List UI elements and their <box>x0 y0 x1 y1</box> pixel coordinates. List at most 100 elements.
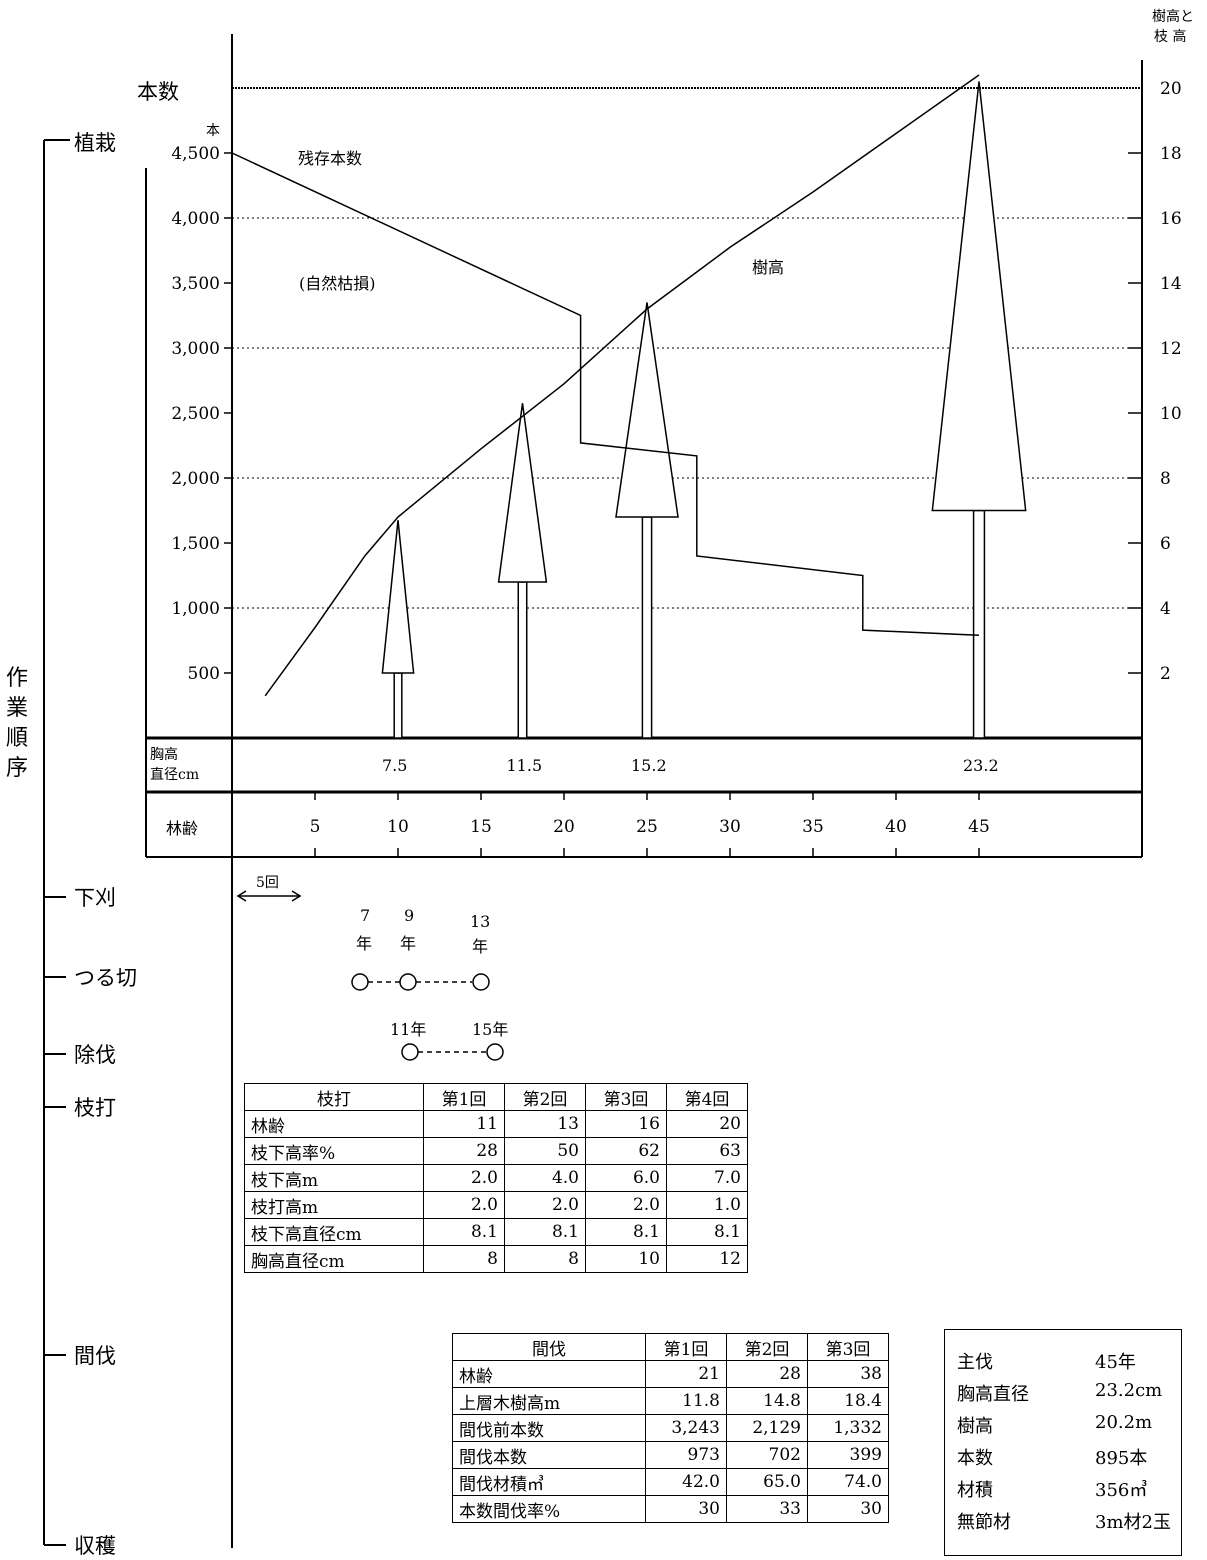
thinning-header: 第1回 <box>645 1333 727 1361</box>
harvest-value: 356㎥ <box>1095 1480 1148 1501</box>
cell: 63 <box>666 1137 748 1165</box>
harvest-value: 3m材2玉 <box>1095 1512 1171 1533</box>
left-tick-label: 3,000 <box>171 339 220 359</box>
vine-cut-year-num: 7 <box>360 906 371 925</box>
harvest-key: 樹高 <box>957 1416 993 1437</box>
left-tick-label: 3,500 <box>171 274 220 294</box>
cell: 65.0 <box>726 1468 808 1496</box>
cell: 1,332 <box>807 1414 889 1442</box>
harvest-value: 45年 <box>1095 1352 1136 1373</box>
dbh-value: 7.5 <box>382 756 408 775</box>
x-tick-label: 30 <box>719 817 741 837</box>
cell: 8.1 <box>585 1218 667 1246</box>
side-bracket <box>43 139 70 1546</box>
right-tick-label: 14 <box>1160 274 1182 294</box>
thinning-header: 間伐 <box>452 1333 646 1361</box>
age-row-label: 林齢 <box>166 819 199 838</box>
cell: 38 <box>807 1360 889 1388</box>
series-label-tree-height: 樹高 <box>752 258 785 277</box>
pruning-header: 第3回 <box>585 1083 667 1111</box>
cell: 13 <box>504 1110 586 1138</box>
pruning-header: 枝打 <box>244 1083 424 1111</box>
dbh-value: 23.2 <box>963 756 999 775</box>
gridlines <box>232 217 1142 609</box>
row-label: 枝下高率% <box>244 1137 424 1165</box>
thinning-header: 第2回 <box>726 1333 808 1361</box>
x-tick-label: 35 <box>802 817 824 837</box>
vine-cut-year-unit: 年 <box>356 934 373 953</box>
cleaning-year: 15年 <box>472 1020 509 1039</box>
left-tick-label: 1,500 <box>171 534 220 554</box>
harvest-value: 895本 <box>1095 1448 1148 1469</box>
tree-figures <box>381 81 1027 739</box>
vine-cut-year-num: 9 <box>404 906 415 925</box>
tree-trunk <box>517 581 528 739</box>
row-label: 枝下高m <box>244 1164 424 1192</box>
cell: 3,243 <box>645 1414 727 1442</box>
right-tick-label: 18 <box>1160 144 1182 164</box>
pruning-header: 第4回 <box>666 1083 748 1111</box>
x-tick-label: 10 <box>387 817 409 837</box>
cell: 62 <box>585 1137 667 1165</box>
cell: 8 <box>504 1245 586 1273</box>
vine-cut-circle <box>472 973 490 991</box>
cell: 2.0 <box>585 1191 667 1219</box>
table-row: 間伐材積㎥ 42.0 65.0 74.0 <box>452 1468 889 1496</box>
harvest-key: 材積 <box>957 1480 993 1501</box>
row-label: 上層木樹高m <box>452 1387 646 1415</box>
vine-cut-year-unit: 年 <box>472 937 489 956</box>
cell: 1.0 <box>666 1191 748 1219</box>
step-vine-cutting: つる切 <box>74 966 137 990</box>
table-row: 林齢 11 13 16 20 <box>244 1110 748 1138</box>
cell: 18.4 <box>807 1387 889 1415</box>
table-row: 枝下高m 2.0 4.0 6.0 7.0 <box>244 1164 748 1192</box>
cell: 2.0 <box>423 1164 505 1192</box>
cleaning-circle <box>401 1043 419 1061</box>
table-row: 上層木樹高m 11.8 14.8 18.4 <box>452 1387 889 1415</box>
cleaning-circle <box>486 1043 504 1061</box>
right-axis-title-line1: 樹高と <box>1152 9 1194 25</box>
weeding-arrow <box>236 890 302 902</box>
x-axis-ticks: 5 10 15 20 25 30 35 40 45 <box>310 792 990 857</box>
cleaning-marks <box>401 1043 504 1061</box>
right-axis-title-line2: 枝 高 <box>1154 29 1187 45</box>
vine-cut-year-num: 13 <box>470 912 491 931</box>
table-row: 本数間伐率% 30 33 30 <box>452 1495 889 1523</box>
cell: 16 <box>585 1110 667 1138</box>
thinning-header: 第3回 <box>807 1333 889 1361</box>
right-tick-label: 6 <box>1160 534 1171 554</box>
cell: 42.0 <box>645 1468 727 1496</box>
tree-height-line <box>264 74 980 697</box>
remaining-trees-line <box>231 152 980 637</box>
cell: 74.0 <box>807 1468 889 1496</box>
row-label: 林齢 <box>452 1360 646 1388</box>
row-label: 林齢 <box>244 1110 424 1138</box>
left-tick-label: 4,000 <box>171 209 220 229</box>
step-pruning: 枝打 <box>74 1096 116 1120</box>
cell: 14.8 <box>726 1387 808 1415</box>
cell: 20 <box>666 1110 748 1138</box>
row-label: 枝打高m <box>244 1191 424 1219</box>
row-label: 胸高直径cm <box>244 1245 424 1273</box>
right-tick-label: 20 <box>1160 79 1182 99</box>
thinning-table-header: 間伐 第1回 第2回 第3回 <box>452 1333 889 1361</box>
dbh-value: 15.2 <box>631 756 667 775</box>
harvest-value: 23.2cm <box>1095 1380 1163 1401</box>
work-order-title: 作 業 順 序 <box>5 666 28 781</box>
left-axis-ticks: 500 1,000 1,500 2,000 2,500 3,000 3,500 4,000 4,… <box>171 144 232 684</box>
right-tick-label: 8 <box>1160 469 1171 489</box>
tree-crown <box>615 302 679 518</box>
table-row: 胸高直径cm 8 8 10 12 <box>244 1245 748 1273</box>
weeding-count: 5回 <box>256 875 279 891</box>
step-cleaning: 除伐 <box>74 1043 116 1067</box>
table-row: 間伐本数 973 702 399 <box>452 1441 889 1469</box>
table-row: 間伐前本数 3,243 2,129 1,332 <box>452 1414 889 1442</box>
left-axis-unit: 本 <box>206 123 220 139</box>
right-tick-label: 2 <box>1160 664 1171 684</box>
x-tick-label: 40 <box>885 817 907 837</box>
cell: 28 <box>423 1137 505 1165</box>
thinning-table: 間伐 第1回 第2回 第3回 林齢 21 28 38 上層木樹高m 11.8 1… <box>452 1333 889 1523</box>
cell: 8.1 <box>666 1218 748 1246</box>
x-tick-label: 15 <box>470 817 492 837</box>
cell: 30 <box>645 1495 727 1523</box>
